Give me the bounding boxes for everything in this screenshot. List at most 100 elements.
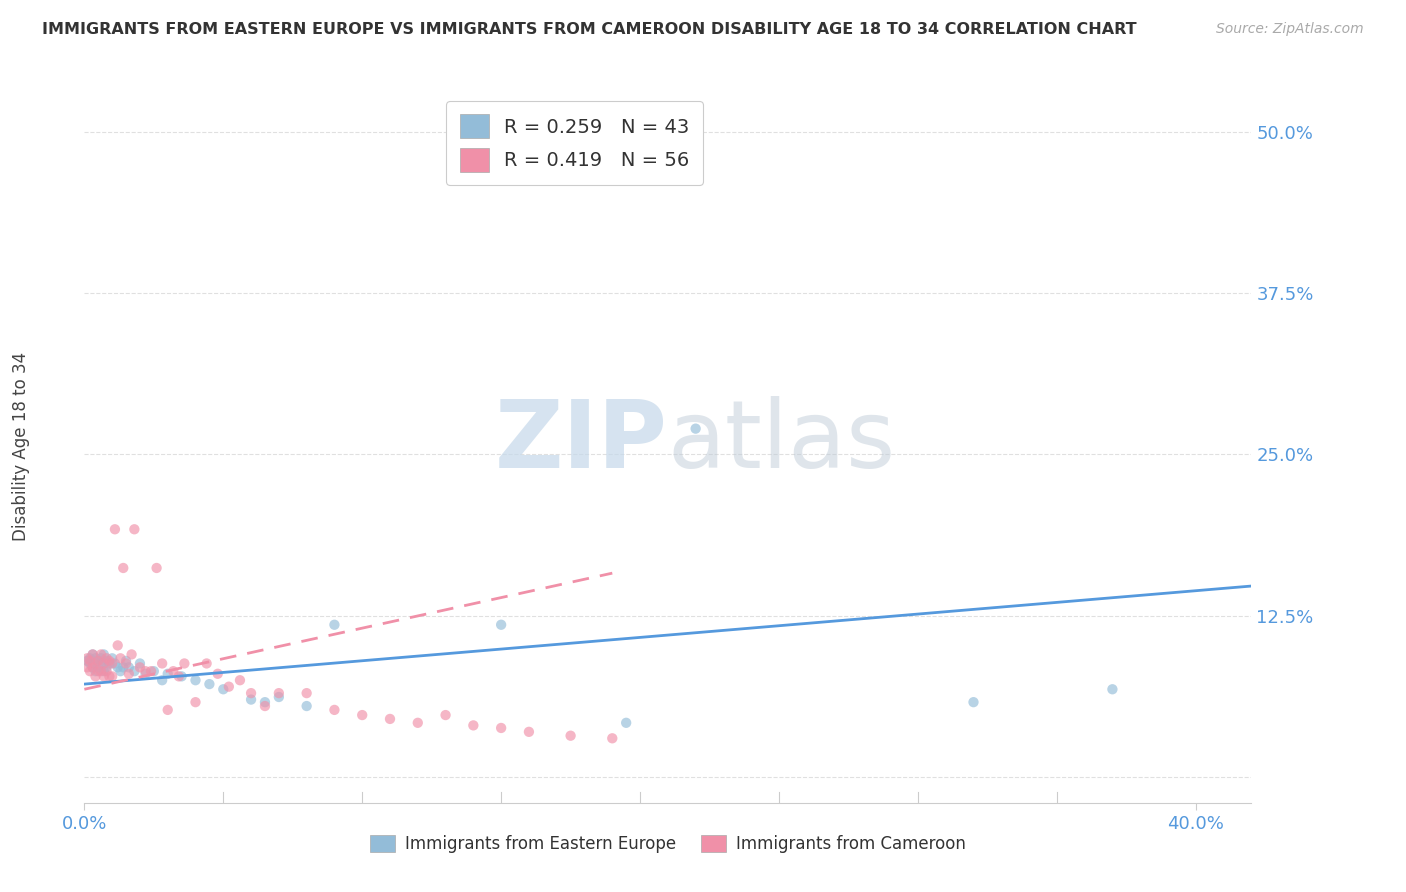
Point — [79, 657, 101, 671]
Point — [112, 660, 135, 674]
Point — [76, 651, 98, 665]
Point — [96, 660, 118, 674]
Point — [104, 522, 127, 536]
Point — [463, 718, 485, 732]
Point — [560, 729, 582, 743]
Legend: Immigrants from Eastern Europe, Immigrants from Cameroon: Immigrants from Eastern Europe, Immigran… — [363, 828, 973, 860]
Point — [79, 654, 101, 668]
Point — [685, 422, 707, 436]
Point — [134, 664, 156, 678]
Point — [112, 561, 135, 575]
Point — [93, 664, 115, 678]
Point — [267, 690, 290, 704]
Point — [139, 664, 162, 678]
Point — [253, 695, 276, 709]
Point — [115, 657, 138, 671]
Point — [253, 699, 276, 714]
Point — [156, 666, 179, 681]
Point — [82, 660, 104, 674]
Point — [614, 715, 637, 730]
Point — [118, 660, 141, 674]
Point — [352, 708, 374, 723]
Point — [87, 660, 110, 674]
Point — [145, 561, 167, 575]
Point — [207, 666, 229, 681]
Point — [124, 664, 146, 678]
Point — [93, 657, 115, 671]
Point — [82, 648, 104, 662]
Point — [87, 664, 110, 678]
Point — [82, 660, 104, 674]
Point — [323, 617, 346, 632]
Point — [101, 651, 124, 665]
Point — [150, 657, 173, 671]
Point — [212, 682, 235, 697]
Point — [90, 657, 112, 671]
Point — [121, 648, 143, 662]
Point — [115, 654, 138, 668]
Point — [170, 669, 193, 683]
Point — [240, 692, 263, 706]
Point — [93, 648, 115, 662]
Point — [129, 660, 152, 674]
Point — [134, 666, 156, 681]
Point — [84, 651, 107, 665]
Point — [150, 673, 173, 688]
Point — [90, 664, 112, 678]
Point — [229, 673, 252, 688]
Text: ZIP: ZIP — [495, 395, 668, 488]
Point — [87, 654, 110, 668]
Point — [295, 686, 318, 700]
Point — [962, 695, 984, 709]
Point — [98, 669, 121, 683]
Point — [434, 708, 457, 723]
Point — [110, 651, 132, 665]
Point — [129, 657, 152, 671]
Point — [489, 721, 512, 735]
Point — [98, 654, 121, 668]
Point — [79, 664, 101, 678]
Point — [90, 651, 112, 665]
Point — [76, 654, 98, 668]
Text: Disability Age 18 to 34: Disability Age 18 to 34 — [13, 351, 30, 541]
Point — [218, 680, 240, 694]
Point — [93, 669, 115, 683]
Point — [101, 657, 124, 671]
Point — [96, 654, 118, 668]
Point — [406, 715, 429, 730]
Point — [378, 712, 401, 726]
Point — [156, 703, 179, 717]
Point — [104, 657, 127, 671]
Point — [195, 657, 218, 671]
Text: IMMIGRANTS FROM EASTERN EUROPE VS IMMIGRANTS FROM CAMEROON DISABILITY AGE 18 TO : IMMIGRANTS FROM EASTERN EUROPE VS IMMIGR… — [42, 22, 1137, 37]
Point — [489, 617, 512, 632]
Point — [600, 731, 623, 746]
Point — [323, 703, 346, 717]
Point — [142, 664, 165, 678]
Point — [79, 651, 101, 665]
Point — [184, 673, 207, 688]
Point — [82, 648, 104, 662]
Point — [90, 648, 112, 662]
Point — [162, 664, 184, 678]
Point — [267, 686, 290, 700]
Point — [96, 664, 118, 678]
Point — [184, 695, 207, 709]
Point — [110, 664, 132, 678]
Point — [101, 669, 124, 683]
Point — [87, 654, 110, 668]
Text: Source: ZipAtlas.com: Source: ZipAtlas.com — [1216, 22, 1364, 37]
Point — [295, 699, 318, 714]
Point — [118, 666, 141, 681]
Point — [167, 669, 190, 683]
Point — [1101, 682, 1123, 697]
Point — [98, 657, 121, 671]
Point — [84, 664, 107, 678]
Point — [84, 657, 107, 671]
Point — [517, 724, 540, 739]
Point — [107, 660, 129, 674]
Text: atlas: atlas — [668, 395, 896, 488]
Point — [124, 522, 146, 536]
Point — [84, 669, 107, 683]
Point — [76, 660, 98, 674]
